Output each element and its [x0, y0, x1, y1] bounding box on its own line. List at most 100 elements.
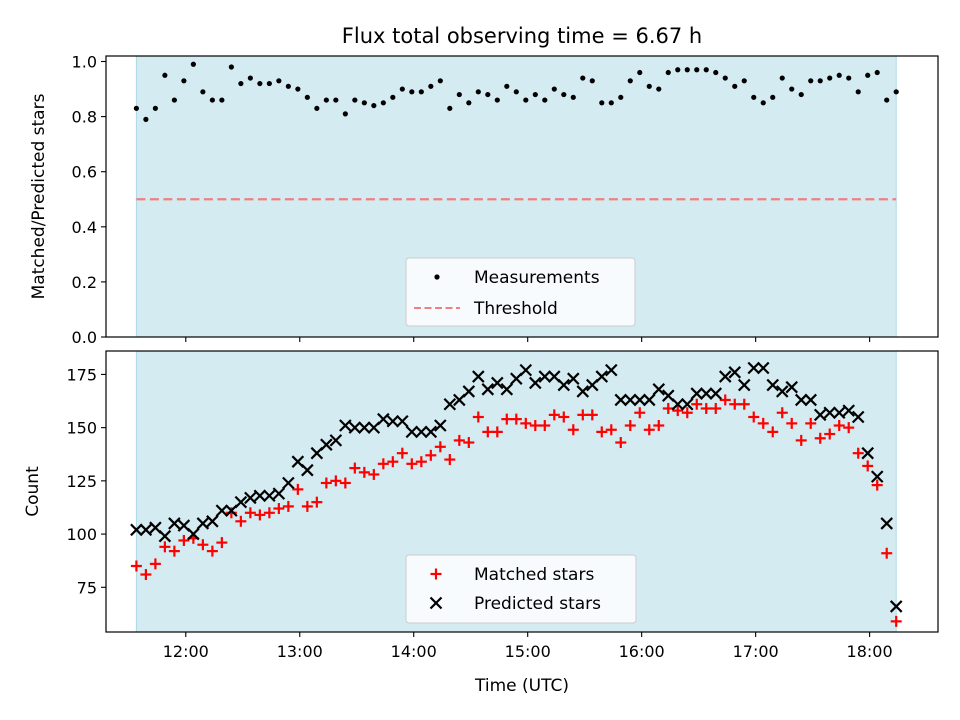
x-stroke: [329, 434, 343, 447]
top-legend-box: [405, 257, 636, 327]
measurement-point: [865, 72, 871, 78]
x-stroke: [244, 491, 257, 505]
measurement-point: [361, 100, 367, 106]
predicted-star-point: [386, 414, 400, 428]
measurement-point: [390, 94, 396, 100]
measurement-point: [190, 61, 196, 67]
measurement-point: [466, 100, 472, 106]
x-stroke: [415, 425, 428, 439]
predicted-star-point: [234, 495, 248, 509]
predicted-star-point: [187, 527, 200, 541]
predicted-star-point: [472, 370, 485, 383]
predicted-star-point: [481, 383, 495, 396]
predicted-star-point: [557, 378, 571, 392]
matched-star-point: [301, 500, 313, 512]
measurement-point: [855, 89, 861, 95]
matched-star-point: [472, 411, 484, 423]
matched-star-point: [681, 407, 693, 419]
predicted-star-point: [633, 393, 647, 407]
measurement-point: [646, 83, 652, 89]
predicted-star-point: [339, 419, 352, 432]
predicted-star-point: [785, 380, 799, 394]
measurement-point: [779, 75, 785, 81]
matched-star-point: [596, 426, 608, 438]
matched-star-point: [482, 426, 494, 438]
matched-star-point: [159, 541, 171, 553]
x-stroke: [396, 414, 409, 428]
predicted-star-point: [529, 376, 542, 390]
x-stroke: [529, 376, 542, 390]
predicted-star-point: [301, 463, 314, 477]
x-stroke: [386, 414, 400, 428]
matched-star-point: [197, 539, 209, 551]
matched-star-point: [833, 420, 845, 432]
predicted-star-point: [671, 397, 685, 411]
matched-star-point: [282, 500, 294, 512]
matched-star-point: [776, 407, 788, 419]
x-stroke: [699, 387, 713, 400]
x-stroke: [880, 517, 893, 530]
predicted-star-point: [282, 476, 295, 490]
x-stroke: [139, 523, 153, 537]
bottom-legend: Matched stars Predicted stars: [405, 554, 637, 624]
legend-matched-label: Matched stars: [474, 565, 594, 585]
predicted-star-point: [775, 385, 789, 398]
matched-star-point: [387, 456, 399, 468]
measurement-point: [770, 94, 776, 100]
x-stroke: [158, 529, 172, 543]
measurement-point: [409, 89, 415, 95]
predicted-star-point: [168, 517, 181, 530]
matched-star-point: [805, 417, 817, 429]
x-stroke: [813, 408, 827, 422]
matched-star-point: [510, 413, 522, 425]
x-stroke: [301, 463, 314, 477]
measurement-point: [789, 86, 795, 92]
predicted-star-point: [756, 361, 770, 375]
predicted-star-point: [842, 404, 855, 417]
predicted-star-point: [415, 425, 428, 439]
matched-star-point: [710, 402, 722, 414]
measurement-point: [627, 78, 633, 84]
matched-star-point: [130, 560, 142, 572]
x-stroke: [481, 383, 495, 396]
predicted-stars-points: [130, 361, 903, 613]
ratio-panel: 0.0 0.2 0.4 0.6 0.8 1.0 Matched/Predicted sta…: [29, 53, 939, 347]
predicted-star-point: [699, 387, 713, 400]
matched-star-point: [890, 615, 902, 627]
measurement-point: [694, 67, 700, 73]
matched-star-point: [140, 569, 152, 581]
measurement-point: [171, 97, 177, 103]
x-stroke: [462, 385, 476, 398]
predicted-star-point: [320, 438, 333, 451]
matched-star-point: [795, 434, 807, 446]
x-stroke: [794, 393, 808, 407]
measurement-point: [352, 97, 358, 103]
measurement-point: [418, 89, 424, 95]
measurement-point: [266, 80, 272, 87]
matched-star-point: [368, 468, 380, 480]
matched-star-point: [292, 483, 304, 495]
matched-star-point: [700, 402, 712, 414]
matched-star-point: [586, 409, 598, 421]
measurement-point: [551, 86, 557, 92]
bottom-x-axis-ticks: 12:00 13:00 14:00 15:00 16:00 17:00 18:00: [163, 632, 893, 661]
measurement-point: [513, 89, 519, 95]
measurement-point: [228, 64, 234, 70]
y-tick-label: 0.8: [72, 108, 97, 127]
x-stroke: [234, 495, 248, 509]
predicted-star-point: [690, 387, 704, 400]
matched-star-point: [320, 477, 332, 489]
measurement-point: [713, 69, 719, 76]
legend-predicted-marker: [429, 596, 443, 610]
predicted-star-point: [642, 393, 656, 407]
measurement-point: [276, 78, 282, 84]
measurement-point: [152, 105, 158, 111]
matched-star-point: [425, 449, 437, 461]
x-stroke: [424, 425, 438, 439]
x-stroke: [680, 397, 694, 411]
matched-star-point: [643, 424, 655, 436]
predicted-star-point: [709, 387, 723, 400]
x-stroke: [548, 370, 561, 383]
measurement-point: [580, 75, 586, 81]
x-stroke: [291, 455, 305, 468]
